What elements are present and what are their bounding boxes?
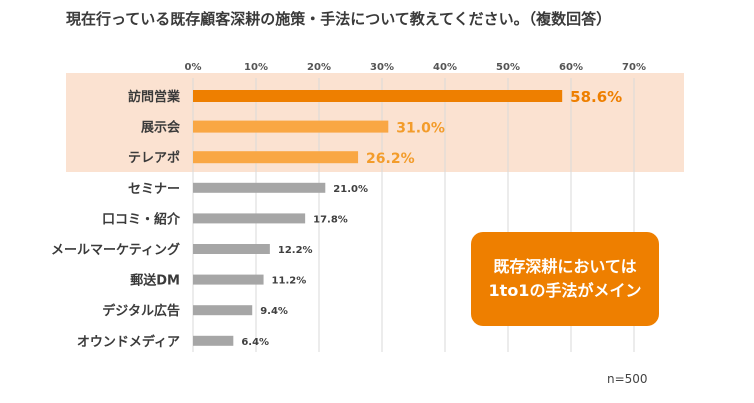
category-label: メールマーケティング xyxy=(51,242,180,258)
data-label: 26.2% xyxy=(366,151,415,167)
x-tick-label: 0% xyxy=(185,62,202,73)
data-label: 58.6% xyxy=(570,88,622,106)
bar xyxy=(193,305,253,316)
x-tick-label: 50% xyxy=(496,62,520,73)
x-tick-label: 10% xyxy=(244,62,268,73)
bar xyxy=(193,120,389,133)
category-label: 郵送DM xyxy=(130,273,180,289)
category-label: 展示会 xyxy=(141,120,181,136)
category-label: テレアポ xyxy=(128,150,180,166)
bar xyxy=(193,335,234,346)
callout-box: 既存深耕においては 1to1の手法がメイン xyxy=(471,232,659,326)
bar xyxy=(193,182,326,193)
x-tick-label: 20% xyxy=(307,62,331,73)
bar xyxy=(193,90,563,102)
data-label: 17.8% xyxy=(313,214,348,225)
data-label: 21.0% xyxy=(333,184,368,195)
category-label: セミナー xyxy=(128,182,180,197)
x-tick-label: 40% xyxy=(433,62,457,73)
x-tick-label: 70% xyxy=(622,62,646,73)
data-label: 9.4% xyxy=(260,306,288,317)
bar xyxy=(193,151,359,164)
data-label: 11.2% xyxy=(272,276,307,287)
data-label: 31.0% xyxy=(396,121,445,137)
x-axis-ticks: 0% 10% 20% 30% 40% 50% 60% 70% xyxy=(185,62,646,73)
data-label: 12.2% xyxy=(278,245,313,256)
data-label: 6.4% xyxy=(241,337,269,348)
bar xyxy=(193,274,264,285)
bar xyxy=(193,244,270,254)
callout-line-2: 1to1の手法がメイン xyxy=(488,281,642,300)
category-label: 訪問営業 xyxy=(128,89,181,105)
bars: 訪問営業 58.6% 展示会 31.0% テレアポ 26.2% セミナー 21.0% 口コミ・紹… xyxy=(51,88,622,350)
category-label: オウンドメディア xyxy=(77,334,180,350)
category-label: デジタル広告 xyxy=(102,303,180,319)
category-label: 口コミ・紹介 xyxy=(102,211,181,227)
x-tick-label: 30% xyxy=(370,62,394,73)
chart-title: 現在行っている既存顧客深耕の施策・手法について教えてください。（複数回答） xyxy=(66,10,612,28)
callout-line-1: 既存深耕においては xyxy=(493,257,637,276)
sample-size-note: n=500 xyxy=(607,372,648,386)
bar xyxy=(193,213,306,224)
x-tick-label: 60% xyxy=(559,62,583,73)
